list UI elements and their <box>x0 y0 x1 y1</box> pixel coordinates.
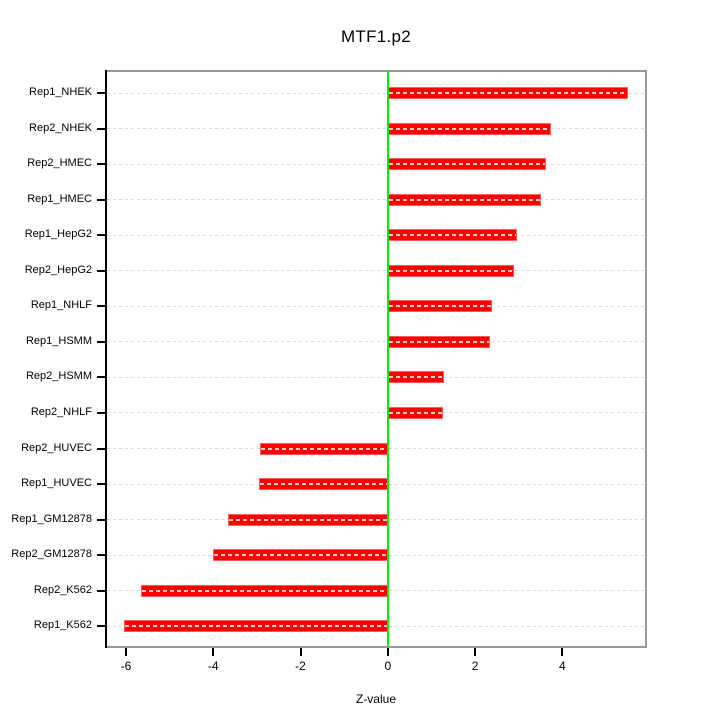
gridline <box>107 92 645 94</box>
x-axis-tick <box>212 648 215 656</box>
bar-center-dash <box>260 483 387 486</box>
bar <box>387 122 552 135</box>
x-tick-label: 0 <box>384 659 392 673</box>
y-axis-label: Rep1_HSMM <box>25 334 92 347</box>
gridline <box>107 412 645 414</box>
y-axis-label: Rep1_NHEK <box>29 86 92 98</box>
chart-title: MTF1.p2 <box>340 27 412 46</box>
bar-center-dash <box>260 447 387 450</box>
y-axis-tick <box>97 92 105 94</box>
bar <box>387 158 546 171</box>
y-axis-label: Rep2_K562 <box>33 583 92 596</box>
y-axis-label: Rep2_NHLF <box>30 405 92 418</box>
y-axis-label: Rep1_HUVEC <box>21 477 92 490</box>
bar-center-dash <box>388 198 540 201</box>
y-axis-label: Rep2_HUVEC <box>21 441 92 454</box>
x-axis-tick <box>124 648 127 656</box>
y-axis-tick <box>97 376 105 379</box>
bar <box>387 406 444 419</box>
bar-center-dash <box>141 589 387 592</box>
y-axis-label: Rep2_HepG2 <box>24 263 92 276</box>
y-axis-tick <box>97 305 105 308</box>
gridline <box>107 163 645 165</box>
bar-center-dash <box>388 305 492 308</box>
y-axis-tick <box>97 411 105 414</box>
bar <box>387 335 490 348</box>
y-axis-tick <box>97 554 105 557</box>
bar-center-dash <box>229 518 387 521</box>
bar <box>387 193 541 206</box>
bar <box>259 442 388 455</box>
y-axis-tick <box>97 483 105 486</box>
y-axis-tick <box>97 589 105 592</box>
x-tick-label: -4 <box>207 659 219 673</box>
gridline <box>107 234 645 236</box>
gridline <box>107 128 645 130</box>
x-axis-tick <box>299 648 302 656</box>
x-tick-label: 2 <box>471 659 479 673</box>
bar <box>387 87 628 99</box>
x-tick-label: 4 <box>558 659 566 673</box>
bar-center-dash <box>388 376 444 379</box>
y-axis-tick <box>97 198 105 201</box>
y-axis-tick <box>97 234 105 237</box>
plot-area: Z-value Rep1_NHEK Rep2_NHEK Rep2_HMEC Rep1_… <box>11 70 647 706</box>
x-tick-label: -6 <box>120 659 132 673</box>
bar-center-dash <box>388 163 545 166</box>
y-axis-label: Rep1_K562 <box>33 619 92 632</box>
x-tick-label: -2 <box>295 659 306 673</box>
bar <box>123 620 388 633</box>
bar <box>228 513 388 526</box>
bar <box>387 264 514 277</box>
plot-border-top <box>105 70 647 72</box>
y-axis-tick <box>97 269 105 272</box>
y-axis-tick <box>97 518 105 521</box>
y-axis-tick <box>97 447 105 450</box>
x-axis-title: Z-value <box>355 692 396 706</box>
bar <box>387 371 445 384</box>
x-axis-tick <box>561 648 564 656</box>
gridline <box>107 270 645 272</box>
y-axis-label: Rep1_GM12878 <box>11 512 92 525</box>
bar <box>212 549 388 562</box>
bar-center-dash <box>388 411 443 414</box>
x-axis-tick <box>474 648 477 656</box>
y-axis-label: Rep2_HSMM <box>25 370 92 383</box>
y-axis-label: Rep1_HMEC <box>27 192 92 205</box>
y-axis-tick <box>97 163 105 166</box>
gridline <box>107 305 645 307</box>
y-axis-tick <box>97 625 105 628</box>
y-axis-tick <box>97 340 105 343</box>
bar <box>387 229 517 242</box>
bar <box>259 478 388 491</box>
gridline <box>107 376 645 378</box>
y-axis-label: Rep1_HepG2 <box>24 228 92 241</box>
bar <box>387 300 493 313</box>
y-axis-label: Rep2_NHEK <box>29 121 92 134</box>
plot-border-left <box>105 70 107 648</box>
bar <box>140 584 388 597</box>
bar-center-dash <box>213 554 387 557</box>
bar-center-dash <box>388 127 551 130</box>
y-axis-label: Rep2_GM12878 <box>11 548 92 561</box>
y-axis-tick <box>97 127 105 130</box>
bar-center-dash <box>388 92 627 94</box>
bar-center-dash <box>124 625 387 628</box>
bar-center-dash <box>388 269 513 272</box>
y-axis-label: Rep2_HMEC <box>27 157 92 170</box>
x-axis-tick <box>386 648 389 656</box>
bar-center-dash <box>388 340 489 343</box>
zero-line <box>386 70 389 648</box>
plot-border-bottom <box>105 646 647 648</box>
y-axis-label: Rep1_NHLF <box>30 299 92 312</box>
gridline <box>107 199 645 201</box>
plot-border-right <box>645 70 647 648</box>
bar-center-dash <box>388 234 516 237</box>
gridline <box>107 341 645 343</box>
